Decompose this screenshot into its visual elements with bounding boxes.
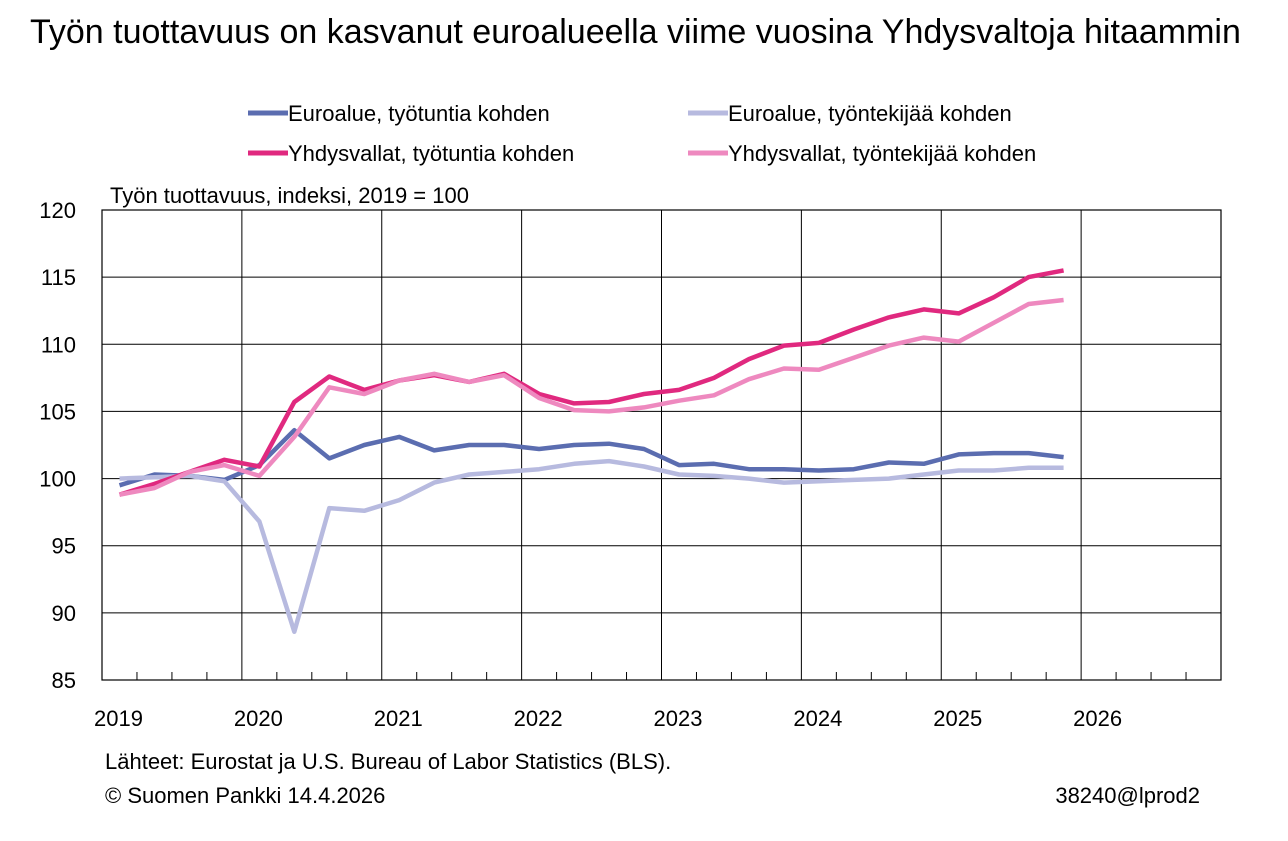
x-tick-labels: 2019 2020 2021 2022 2023 2024 2025 2026 bbox=[94, 706, 1122, 731]
x-tick-label: 2026 bbox=[1073, 706, 1122, 731]
copyright-note: © Suomen Pankki 14.4.2026 bbox=[105, 783, 386, 808]
chart-title: Työn tuottavuus on kasvanut euroalueella… bbox=[30, 13, 1241, 51]
legend-label: Yhdysvallat, työtuntia kohden bbox=[288, 141, 574, 166]
y-tick-label: 95 bbox=[52, 534, 76, 559]
x-tick-label: 2025 bbox=[933, 706, 982, 731]
series-lines bbox=[118, 268, 1065, 634]
plot-frame bbox=[101, 209, 1222, 681]
y-tick-label: 100 bbox=[39, 467, 76, 492]
x-tick-label: 2023 bbox=[654, 706, 703, 731]
series-line-3 bbox=[118, 268, 1065, 497]
legend-label: Euroalue, työntekijää kohden bbox=[728, 101, 1012, 126]
x-tick-label: 2020 bbox=[234, 706, 283, 731]
source-note: Lähteet: Eurostat ja U.S. Bureau of Labo… bbox=[105, 749, 672, 774]
y-tick-label: 120 bbox=[39, 198, 76, 223]
series-line-4 bbox=[119, 297, 1064, 497]
series-line-2 bbox=[119, 458, 1064, 634]
legend: Euroalue, työtuntia kohden Euroalue, työn… bbox=[248, 101, 1036, 166]
legend-label: Yhdysvallat, työntekijää kohden bbox=[728, 141, 1036, 166]
y-tick-labels: 85 90 95 100 105 110 115 120 bbox=[39, 198, 76, 693]
y-tick-label: 85 bbox=[52, 668, 76, 693]
y-tick-label: 110 bbox=[41, 332, 76, 357]
x-tick-label: 2024 bbox=[793, 706, 842, 731]
plot-area-border bbox=[101, 209, 1222, 681]
series-line-1 bbox=[118, 427, 1064, 488]
chart-code: 38240@lprod2 bbox=[1055, 783, 1200, 808]
x-tick-label: 2022 bbox=[514, 706, 563, 731]
y-axis-label: Työn tuottavuus, indeksi, 2019 = 100 bbox=[110, 183, 469, 208]
y-tick-label: 115 bbox=[41, 265, 76, 290]
y-tick-label: 90 bbox=[52, 601, 76, 626]
legend-label: Euroalue, työtuntia kohden bbox=[288, 101, 550, 126]
x-tick-label: 2019 bbox=[94, 706, 143, 731]
y-tick-label: 105 bbox=[39, 399, 76, 424]
x-tick-label: 2021 bbox=[374, 706, 423, 731]
